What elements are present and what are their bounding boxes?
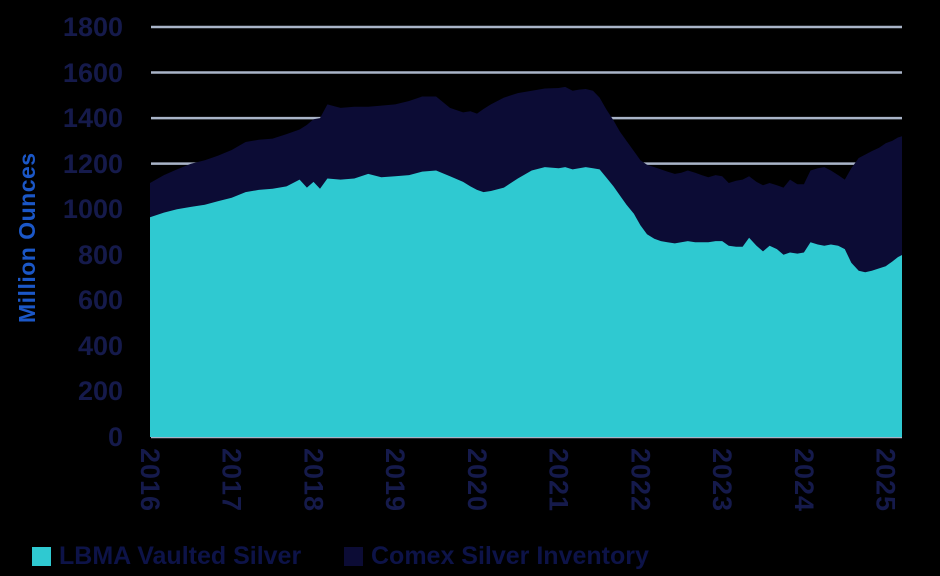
- x-tick-label: 2023: [707, 448, 738, 513]
- x-tick-label: 2022: [625, 448, 656, 513]
- y-tick-label: 1400: [62, 103, 123, 134]
- y-tick-label: 600: [77, 285, 123, 316]
- legend-item-comex: Comex Silver Inventory: [344, 541, 649, 571]
- x-tick-label: 2016: [135, 448, 165, 513]
- legend-swatch-comex-icon: [344, 546, 363, 566]
- x-tick-label: 2024: [788, 448, 819, 513]
- x-tick-label: 2017: [216, 448, 247, 513]
- legend-label-comex: Comex Silver Inventory: [371, 541, 649, 570]
- legend-label-lbma: LBMA Vaulted Silver: [59, 541, 302, 570]
- y-tick-label: 400: [77, 330, 123, 361]
- legend-item-lbma: LBMA Vaulted Silver: [32, 541, 301, 571]
- x-tick-label: 2021: [543, 448, 574, 513]
- legend: LBMA Vaulted Silver Comex Silver Invento…: [0, 541, 940, 573]
- x-tick-label: 2020: [461, 448, 492, 513]
- y-tick-label: 200: [77, 376, 123, 407]
- y-tick-label: 1200: [62, 148, 123, 179]
- y-tick-label: 1000: [62, 194, 123, 225]
- y-tick-label: 0: [107, 422, 123, 452]
- x-tick-label: 2025: [870, 448, 901, 513]
- y-tick-label: 1800: [62, 12, 123, 42]
- y-tick-label: 800: [77, 239, 123, 270]
- x-tick-label: 2018: [298, 448, 329, 513]
- legend-swatch-lbma-icon: [32, 546, 51, 566]
- lbma-area: [150, 167, 902, 437]
- x-tick-label: 2019: [380, 448, 411, 513]
- y-tick-label: 1600: [62, 57, 123, 88]
